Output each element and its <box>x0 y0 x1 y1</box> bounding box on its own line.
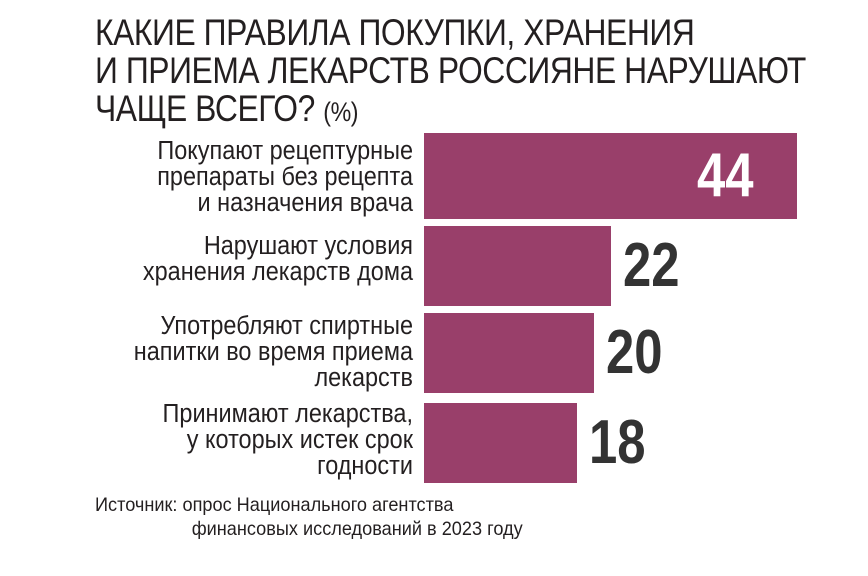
title-line-3-text: ЧАЩЕ ВСЕГО? <box>95 88 315 129</box>
category-label: Покупают рецептурные препараты без рецепт… <box>100 138 413 216</box>
title-line-2: И ПРИЕМА ЛЕКАРСТВ РОССИЯНЕ НАРУШАЮТ <box>95 50 806 91</box>
title-unit: (%) <box>323 97 359 127</box>
category-label-line: лекарств <box>314 364 413 392</box>
title-line-3: ЧАЩЕ ВСЕГО? (%) <box>95 90 731 131</box>
bar <box>424 313 594 393</box>
category-label: Употребляют спиртные напитки во время при… <box>100 313 413 391</box>
bar <box>424 403 577 483</box>
category-label-line: у которых истек срок <box>186 426 413 454</box>
value-label: 18 <box>589 408 646 477</box>
category-label-line: Принимают лекарства, <box>162 400 413 428</box>
category-label-line: и назначения врача <box>197 189 413 217</box>
bar <box>424 226 611 306</box>
category-label-line: препараты без рецепта <box>157 163 413 191</box>
source-line-1: Источник: опрос Национального агентства <box>95 494 454 516</box>
source-note: Источник: опрос Национального агентства … <box>95 493 616 541</box>
category-label-line: годности <box>317 452 413 480</box>
category-label-line: хранения лекарств дома <box>142 258 413 286</box>
title-line-1: КАКИЕ ПРАВИЛА ПОКУПКИ, ХРАНЕНИЯ <box>95 12 695 53</box>
category-label-line: Употребляют спиртные <box>160 312 413 340</box>
category-label-line: напитки во время приема <box>133 338 413 366</box>
category-label: Нарушают условия хранения лекарств дома <box>100 233 413 285</box>
source-line-2: финансовых исследований в 2023 году <box>191 518 523 540</box>
category-label-line: Нарушают условия <box>203 232 413 260</box>
value-label: 20 <box>606 318 663 387</box>
chart-title: КАКИЕ ПРАВИЛА ПОКУПКИ, ХРАНЕНИЯ И ПРИЕМА… <box>95 12 806 131</box>
category-label: Принимают лекарства, у которых истек срок… <box>100 401 413 479</box>
bar <box>424 133 797 219</box>
value-label: 22 <box>623 231 680 300</box>
value-label: 44 <box>697 141 754 210</box>
category-label-line: Покупают рецептурные <box>157 137 413 165</box>
